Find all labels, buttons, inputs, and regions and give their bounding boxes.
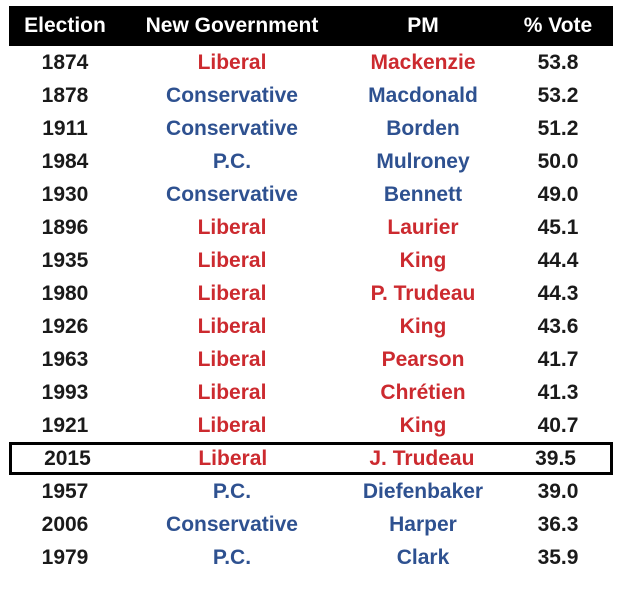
government-cell: Liberal bbox=[197, 50, 267, 74]
election-year-cell: 1980 bbox=[41, 281, 89, 305]
election-year-cell: 1926 bbox=[41, 314, 89, 338]
vote-percent-cell: 44.4 bbox=[537, 248, 579, 272]
election-year-cell: 1957 bbox=[41, 479, 89, 503]
vote-percent-cell: 41.3 bbox=[537, 380, 579, 404]
election-year-cell: 1993 bbox=[41, 380, 89, 404]
pm-cell: King bbox=[399, 248, 447, 272]
government-cell: Conservative bbox=[166, 512, 298, 536]
vote-percent-cell: 49.0 bbox=[537, 182, 579, 206]
table-body: 1874 Liberal Mackenzie 53.8 1878 Conservative… bbox=[9, 46, 613, 574]
government-cell: Conservative bbox=[166, 116, 298, 140]
pm-cell: King bbox=[399, 314, 447, 338]
government-cell: Liberal bbox=[197, 215, 267, 239]
vote-percent-cell: 35.9 bbox=[537, 545, 579, 569]
government-cell: P.C. bbox=[212, 479, 252, 503]
election-year-cell: 1935 bbox=[41, 248, 89, 272]
election-year-cell: 1911 bbox=[42, 116, 88, 140]
vote-percent-cell: 50.0 bbox=[537, 149, 579, 173]
vote-percent-cell: 51.2 bbox=[537, 116, 579, 140]
election-year-cell: 1979 bbox=[41, 545, 89, 569]
government-cell: Liberal bbox=[198, 446, 268, 470]
pm-cell: King bbox=[399, 413, 447, 437]
pm-cell: Pearson bbox=[381, 347, 465, 371]
vote-percent-cell: 44.3 bbox=[537, 281, 579, 305]
pm-cell: P. Trudeau bbox=[370, 281, 476, 305]
government-cell: Liberal bbox=[197, 380, 267, 404]
table-row: 1980 Liberal P. Trudeau 44.3 bbox=[9, 277, 613, 310]
table-row: 2006 Conservative Harper 36.3 bbox=[9, 508, 613, 541]
pm-cell: J. Trudeau bbox=[369, 446, 475, 470]
government-cell: Liberal bbox=[197, 347, 267, 371]
vote-percent-cell: 41.7 bbox=[537, 347, 579, 371]
vote-percent-cell: 53.8 bbox=[537, 50, 579, 74]
pm-cell: Diefenbaker bbox=[362, 479, 484, 503]
government-cell: Conservative bbox=[166, 182, 298, 206]
header-pm: PM bbox=[407, 14, 439, 37]
table-header-row: Election New Government PM % Vote bbox=[9, 6, 613, 46]
table-row: 1993 Liberal Chrétien 41.3 bbox=[9, 376, 613, 409]
pm-cell: Laurier bbox=[387, 215, 459, 239]
election-year-cell: 1984 bbox=[41, 149, 89, 173]
header-vote: % Vote bbox=[523, 14, 593, 37]
vote-percent-cell: 36.3 bbox=[537, 512, 579, 536]
election-year-cell: 1921 bbox=[41, 413, 89, 437]
election-year-cell: 1930 bbox=[41, 182, 89, 206]
header-new-government: New Government bbox=[145, 14, 319, 37]
table-row: 1921 Liberal King 40.7 bbox=[9, 409, 613, 442]
table-row: 1984 P.C. Mulroney 50.0 bbox=[9, 145, 613, 178]
vote-percent-cell: 45.1 bbox=[537, 215, 579, 239]
government-cell: Conservative bbox=[166, 83, 298, 107]
vote-percent-cell: 40.7 bbox=[537, 413, 579, 437]
pm-cell: Chrétien bbox=[380, 380, 466, 404]
pm-cell: Borden bbox=[386, 116, 460, 140]
table-row: 1930 Conservative Bennett 49.0 bbox=[9, 178, 613, 211]
election-year-cell: 1878 bbox=[41, 83, 89, 107]
vote-percent-cell: 43.6 bbox=[537, 314, 579, 338]
table-row: 1957 P.C. Diefenbaker 39.0 bbox=[9, 475, 613, 508]
table-row: 1935 Liberal King 44.4 bbox=[9, 244, 613, 277]
vote-percent-cell: 53.2 bbox=[537, 83, 579, 107]
vote-percent-cell: 39.5 bbox=[535, 446, 576, 470]
election-results-table: Election New Government PM % Vote 1874 Li… bbox=[9, 6, 613, 574]
election-year-cell: 1896 bbox=[41, 215, 89, 239]
government-cell: Liberal bbox=[197, 314, 267, 338]
vote-percent-cell: 39.0 bbox=[537, 479, 579, 503]
table-row: 1878 Conservative Macdonald 53.2 bbox=[9, 79, 613, 112]
pm-cell: Harper bbox=[389, 512, 457, 536]
pm-cell: Macdonald bbox=[368, 83, 478, 107]
pm-cell: Mackenzie bbox=[370, 50, 476, 74]
table-row: 1963 Liberal Pearson 41.7 bbox=[9, 343, 613, 376]
pm-cell: Clark bbox=[396, 545, 450, 569]
government-cell: Liberal bbox=[197, 413, 267, 437]
election-year-cell: 2015 bbox=[44, 446, 91, 470]
government-cell: Liberal bbox=[197, 281, 267, 305]
government-cell: Liberal bbox=[197, 248, 267, 272]
election-year-cell: 1963 bbox=[41, 347, 89, 371]
header-election: Election bbox=[24, 14, 106, 37]
table-row: 1911 Conservative Borden 51.2 bbox=[9, 112, 613, 145]
government-cell: P.C. bbox=[212, 545, 252, 569]
table-row: 1896 Liberal Laurier 45.1 bbox=[9, 211, 613, 244]
government-cell: P.C. bbox=[212, 149, 252, 173]
table-row-highlighted: 2015 Liberal J. Trudeau 39.5 bbox=[9, 442, 613, 475]
pm-cell: Mulroney bbox=[376, 149, 470, 173]
table-row: 1979 P.C. Clark 35.9 bbox=[9, 541, 613, 574]
election-year-cell: 1874 bbox=[41, 50, 89, 74]
election-year-cell: 2006 bbox=[41, 512, 89, 536]
table-row: 1926 Liberal King 43.6 bbox=[9, 310, 613, 343]
pm-cell: Bennett bbox=[383, 182, 463, 206]
table-row: 1874 Liberal Mackenzie 53.8 bbox=[9, 46, 613, 79]
